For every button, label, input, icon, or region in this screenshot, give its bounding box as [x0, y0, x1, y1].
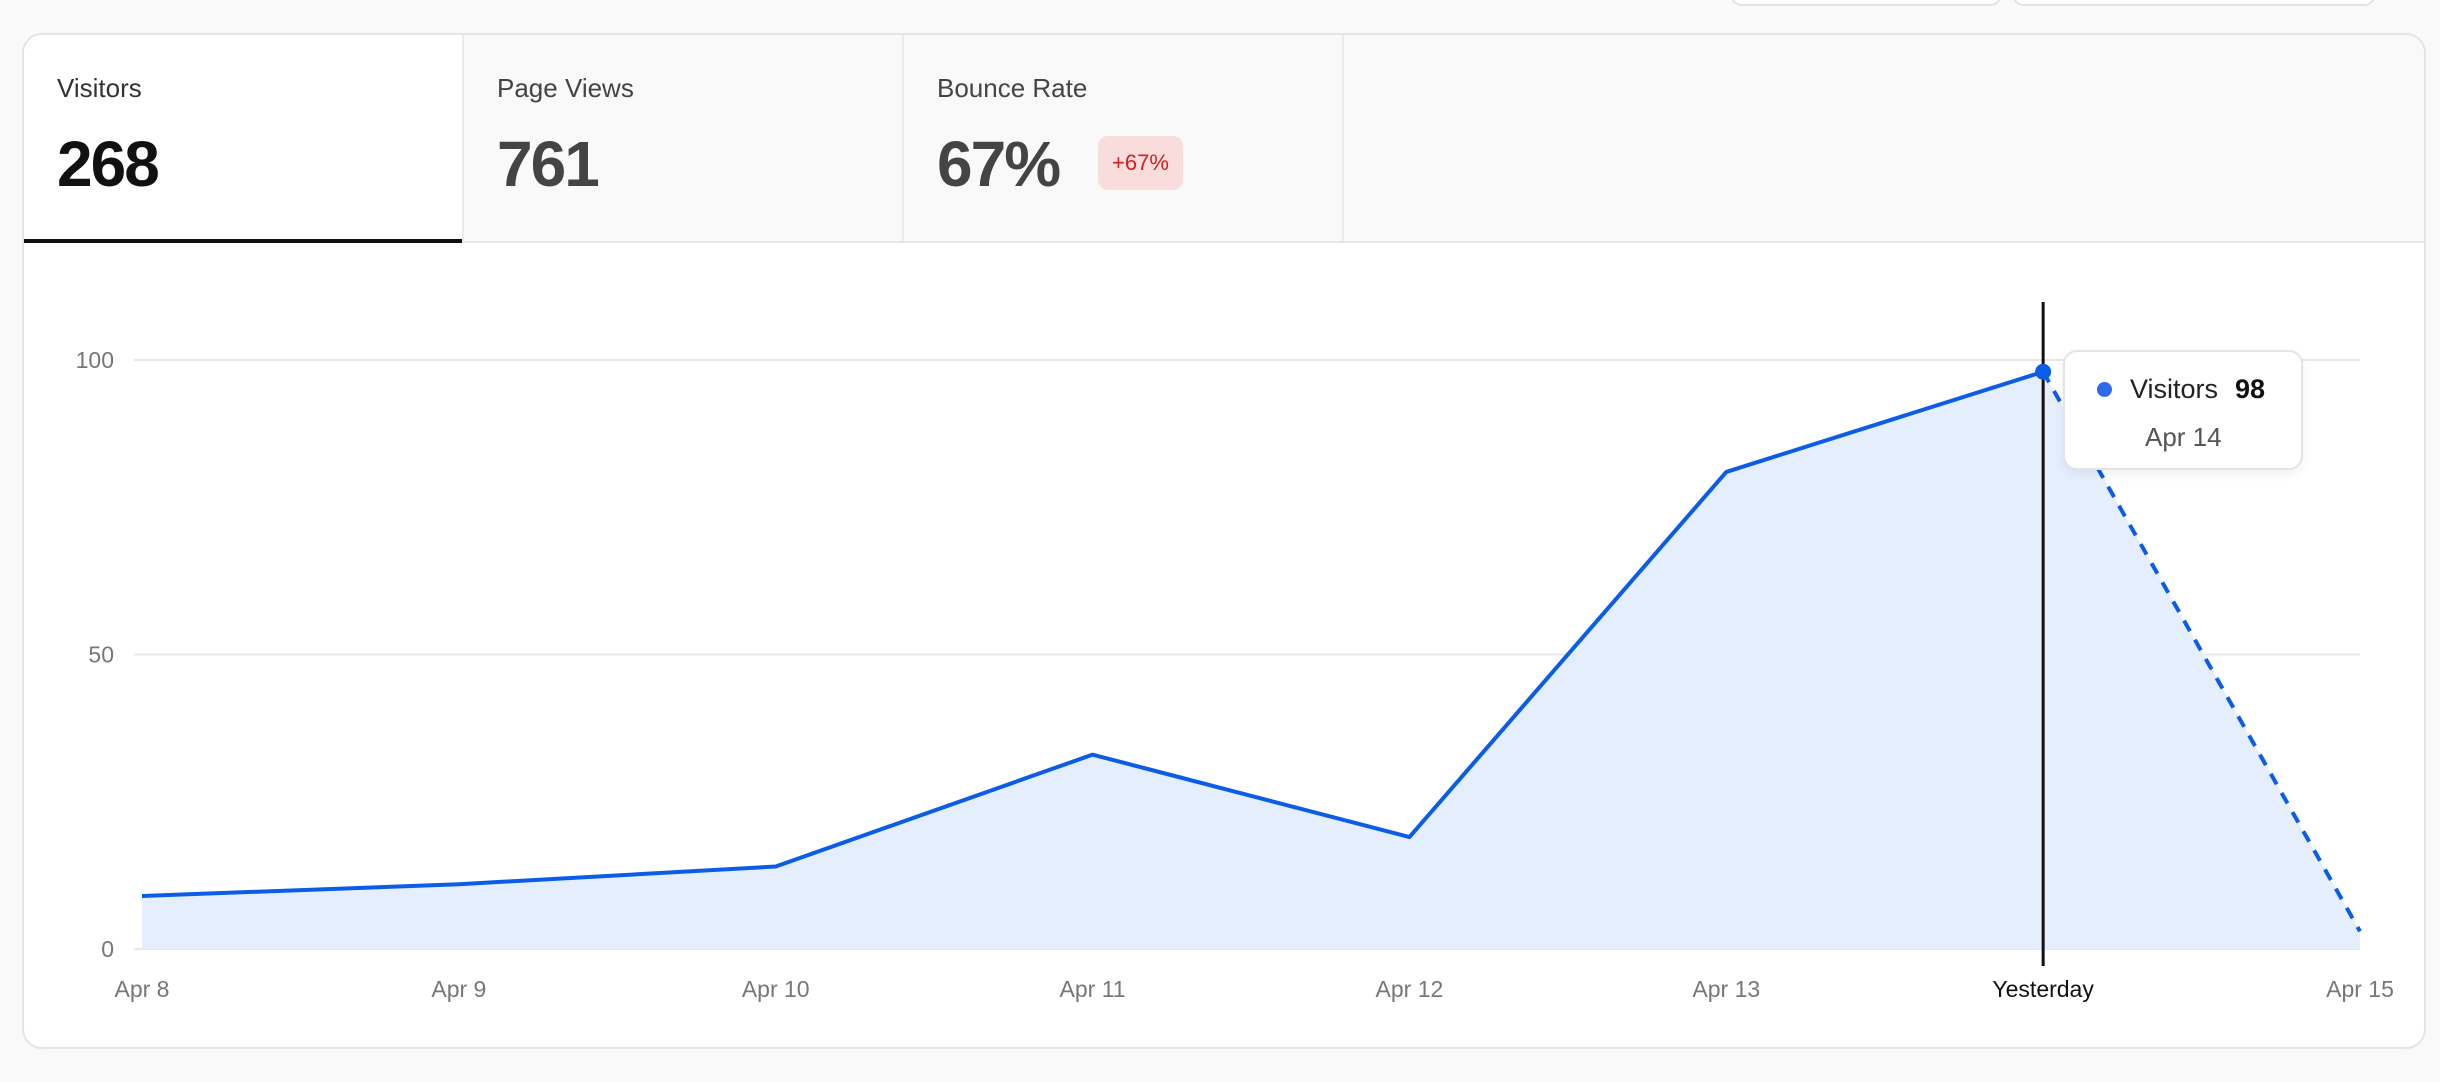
y-tick-label: 50	[88, 642, 114, 668]
x-tick-label: Apr 8	[115, 976, 170, 1002]
tab-visitors[interactable]: Visitors 268	[24, 35, 464, 243]
tab-label: Visitors	[57, 73, 142, 103]
series-line	[141, 369, 2044, 898]
change-badge: +67%	[1098, 136, 1183, 190]
chart-tooltip: Visitors 98 Apr 14	[2063, 350, 2303, 470]
tooltip-value: 98	[2235, 374, 2266, 404]
tab-label: Bounce Rate	[937, 73, 1088, 103]
tab-page-views[interactable]: Page Views 761	[464, 35, 904, 241]
tab-value: 268	[57, 128, 160, 200]
tooltip-date: Apr 14	[2145, 422, 2222, 452]
forecast-line	[2041, 370, 2362, 933]
tab-value: 761	[497, 128, 600, 200]
x-tick-label: Apr 13	[1692, 976, 1760, 1002]
area-fill	[142, 371, 2360, 949]
x-tick-label: Apr 11	[1060, 976, 1126, 1002]
x-tick-label: Yesterday	[1992, 976, 2094, 1002]
x-tick-label: Apr 10	[742, 976, 810, 1002]
tab-value: 67%	[937, 128, 1061, 200]
metric-tabs: Visitors 268 Page Views 761 Bounce Rate …	[24, 35, 2424, 243]
y-tick-label: 100	[76, 347, 114, 373]
series-dot-icon	[2097, 382, 2112, 397]
x-tick-label: Apr 12	[1376, 976, 1444, 1002]
tab-label: Page Views	[497, 73, 634, 103]
x-tick-label: Apr 9	[431, 976, 486, 1002]
tab-bounce-rate[interactable]: Bounce Rate 67% +67%	[904, 35, 1344, 241]
y-tick-label: 0	[101, 936, 114, 962]
x-tick-label: Apr 15	[2326, 976, 2394, 1002]
tooltip-series: Visitors	[2130, 374, 2219, 404]
highlighted-point	[2035, 363, 2052, 380]
